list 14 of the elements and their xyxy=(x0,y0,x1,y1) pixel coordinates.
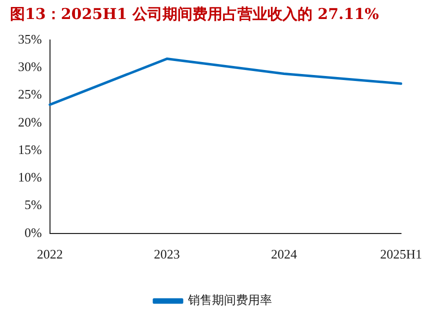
y-tick-label: 20% xyxy=(18,114,42,130)
y-tick-label: 25% xyxy=(18,86,42,102)
x-tick-label: 2025H1 xyxy=(380,246,422,262)
y-tick-label: 30% xyxy=(18,59,42,74)
chart-title: 图13：2025H1 公司期间费用占营业收入的 27.11% xyxy=(10,4,379,23)
y-tick-label: 35% xyxy=(18,31,42,46)
x-tick-label: 2022 xyxy=(36,246,63,262)
y-tick-label: 5% xyxy=(24,197,42,212)
y-tick-label: 0% xyxy=(24,224,42,240)
legend-label: 销售期间费用率 xyxy=(187,293,272,308)
x-tick-label: 2024 xyxy=(270,246,298,262)
x-tick-label: 2023 xyxy=(154,246,180,262)
y-tick-label: 15% xyxy=(18,142,42,157)
y-tick-label: 10% xyxy=(18,170,42,185)
